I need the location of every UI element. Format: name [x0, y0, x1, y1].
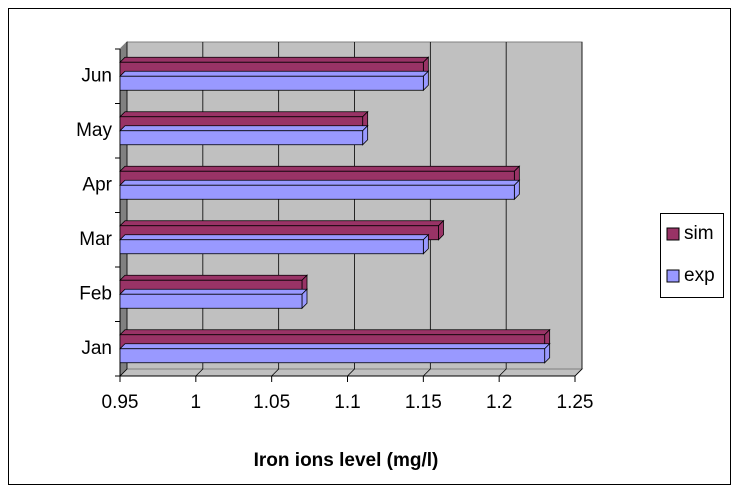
bar — [119, 348, 546, 364]
bar-top — [119, 111, 369, 118]
grid-line — [423, 42, 431, 377]
legend-swatch — [666, 269, 680, 283]
side-wall — [119, 40, 128, 378]
bar-top — [119, 274, 308, 281]
bar-top — [119, 288, 308, 295]
x-tick-label: 0.95 — [102, 392, 139, 413]
y-tick-label: Jan — [81, 338, 112, 359]
y-tick-label: Apr — [82, 174, 112, 195]
bar-top — [119, 220, 445, 227]
legend-label: exp — [684, 265, 715, 286]
legend-swatch — [666, 227, 680, 241]
bar-top — [119, 165, 521, 172]
grid-line — [498, 42, 507, 377]
y-tick-label: Feb — [79, 283, 112, 304]
bar — [119, 130, 364, 146]
y-tick-label: Mar — [79, 229, 112, 250]
grid-line — [195, 42, 204, 377]
bar — [119, 293, 303, 309]
grid-line — [119, 42, 128, 377]
x-tick-label: 1.15 — [405, 392, 442, 413]
bar-top — [119, 343, 551, 350]
bar-top — [119, 70, 430, 77]
bar-top — [119, 125, 369, 132]
bar-top — [119, 234, 430, 241]
x-tick-label: 1.25 — [557, 392, 594, 413]
x-tick-label: 1.05 — [253, 392, 290, 413]
x-tick-label: 1.2 — [486, 392, 512, 413]
grid-line — [347, 42, 355, 377]
x-axis-title: Iron ions level (mg/l) — [254, 450, 439, 471]
y-tick-label: May — [76, 120, 112, 141]
bar-top — [119, 56, 430, 63]
bar-top — [119, 179, 521, 186]
bar-top — [119, 329, 551, 336]
grid-line — [271, 42, 280, 377]
bar — [119, 75, 424, 91]
y-tick-label: Jun — [81, 65, 112, 86]
x-tick-label: 1.1 — [334, 392, 360, 413]
bar — [119, 239, 424, 255]
x-tick-label: 1 — [191, 392, 202, 413]
bar — [119, 184, 515, 200]
grid-line — [574, 42, 583, 377]
legend-label: sim — [684, 223, 714, 244]
